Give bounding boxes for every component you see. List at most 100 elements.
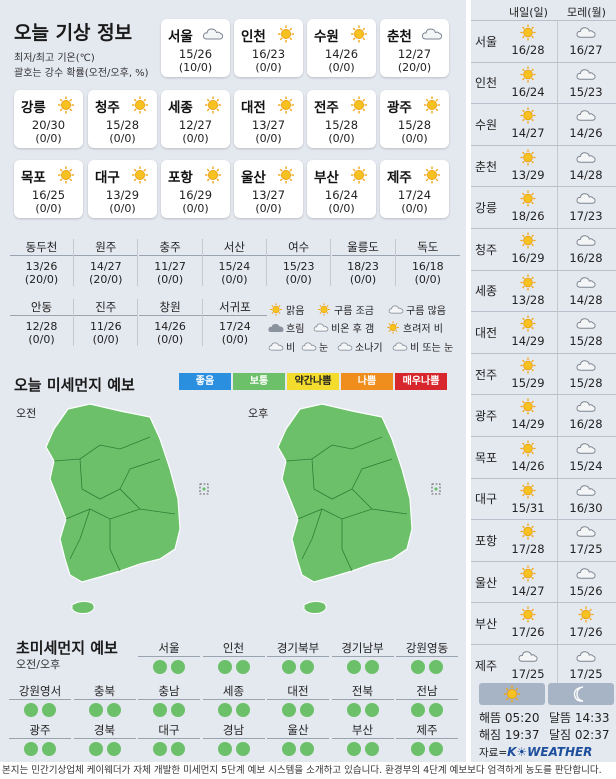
region-name: 서울 [138,640,200,657]
moon-icon [570,685,592,703]
weather-panel: 오늘 기상 정보 최저/최고 기온(℃) 괄호는 강수 확률(오전/오후, %)… [0,0,466,762]
sun-icon [517,24,539,41]
small-city-name: 진주 [74,299,138,316]
forecast-row: 제주 17/25 17/25 [471,644,616,686]
ultrafine-region: 경기남부 [331,640,394,674]
legend-rain-or-snow: 비 또는 눈 [392,339,453,354]
region-name: 충북 [73,683,136,700]
day-after-temp: 16/30 [569,500,603,515]
forecast-row: 포항 17/28 17/25 [471,519,616,561]
sun-icon [202,166,224,184]
small-city-name: 창원 [138,299,202,316]
city-temp: 16/24 [324,188,359,202]
korea-map [45,403,209,614]
city-name: 부산 [314,170,339,186]
cloud-icon [202,25,224,43]
ultrafine-sub: 오전/오후 [16,658,61,671]
tomorrow-temp: 14/27 [511,583,545,598]
tomorrow-temp: 17/28 [511,542,545,557]
small-city-prob: (0/0) [28,333,55,346]
dust-map-pm [242,399,463,622]
cloud-icon [575,274,597,291]
sunrise: 해뜸 05:20 [479,711,540,725]
small-city-temp: 13/26 [25,260,58,273]
ultrafine-region: 부산 [331,722,394,756]
city-name: 청주 [95,100,120,116]
small-city-temp: 17/24 [219,320,251,333]
am-dot [88,703,103,717]
tomorrow-temp: 14/26 [511,459,545,473]
dust-map-am [10,399,231,622]
rain-then-clear-icon [313,321,329,334]
prob-note: 괄호는 강수 확률(오전/오후, %) [14,68,149,79]
forecast-row: 대전 14/29 15/28 [471,311,616,353]
forecast-city: 부산 [474,617,498,632]
city-card: 전주 15/28 (0/0) [307,90,376,148]
city-card: 서울 15/26 (10/0) [161,19,230,77]
forecast-city: 청주 [474,242,498,257]
sun-icon [517,232,539,249]
am-label: 오전 [16,407,37,420]
region-name: 전남 [396,683,458,700]
small-city-prob: (0/0) [92,333,119,346]
shower-icon [337,340,353,353]
moonrise: 달뜸 14:33 [549,711,610,725]
city-card: 목포 16/25 (0/0) [14,160,83,218]
small-city-name: 여수 [267,239,331,256]
am-dot [153,660,167,674]
forecast-row: 광주 14/29 16/28 [471,394,616,436]
legend-clear: 맑음 [268,302,304,317]
am-dot [282,703,296,717]
small-city-row-2: 안동 12/28 (0/0) 진주 11/26 (0/0) 창원 14/26 (0/0) 서귀포 1… [10,299,460,353]
region-name: 강원영동 [396,640,458,657]
sun-icon [517,274,539,291]
small-city-prob: (0/0) [221,273,248,286]
tomorrow-temp: 17/25 [511,667,545,681]
city-name: 인천 [241,29,266,45]
dust-level-1: 좋음 [179,373,231,390]
forecast-city: 광주 [474,409,498,424]
ultrafine-region: 충북 [73,683,136,717]
city-name: 포항 [168,170,193,186]
snow-icon [301,340,317,353]
forecast-city: 인천 [474,76,498,91]
sun-icon [275,96,297,114]
cloud-icon [575,190,597,207]
partly-cloudy-icon [316,303,332,316]
cloud-icon [575,232,597,249]
city-card: 포항 16/29 (0/0) [161,160,230,218]
sun-icon [517,440,539,457]
small-city-prob: (0/0) [156,273,184,286]
temp-note: 최저/최고 기온(℃) [14,53,95,64]
am-dot [411,703,425,717]
rain-icon [268,340,284,353]
legend-rain: 비 [268,339,295,354]
tomorrow-temp: 14/29 [511,417,545,432]
city-name: 울산 [241,170,266,186]
pm-dot [429,660,443,674]
city-temp: 16/29 [178,188,213,202]
forecast-row: 서울 16/28 16/27 [471,20,616,62]
cloud-icon [575,357,597,374]
ultrafine-region: 강원영서 [9,683,71,717]
legend-shower: 소나기 [337,339,383,354]
city-temp: 15/28 [105,118,140,132]
forecast-row: 전주 15/29 15/28 [471,352,616,395]
day-after-temp: 14/28 [569,292,603,307]
sun-icon [517,149,539,166]
small-city-prob: (20/0) [89,273,123,286]
am-dot [88,742,103,756]
ultrafine-region: 대구 [138,722,200,756]
region-name: 대구 [138,722,200,739]
day-after-temp: 17/25 [569,667,603,681]
am-dot [411,742,425,756]
legend-mostly-cloudy: 구름 많음 [388,302,446,317]
day-after-temp: 17/25 [569,542,603,557]
sun-icon [129,96,151,114]
forecast-row: 인천 16/24 15/23 [471,61,616,104]
region-name: 경기북부 [267,640,329,657]
cloud-icon [575,398,597,415]
region-name: 인천 [202,640,265,657]
forecast-panel: 내일(일) 모레(월) 서울 16/28 16/27 인천 16/24 15/23 수원 14… [471,0,616,762]
day-after-temp: 17/23 [569,209,603,224]
